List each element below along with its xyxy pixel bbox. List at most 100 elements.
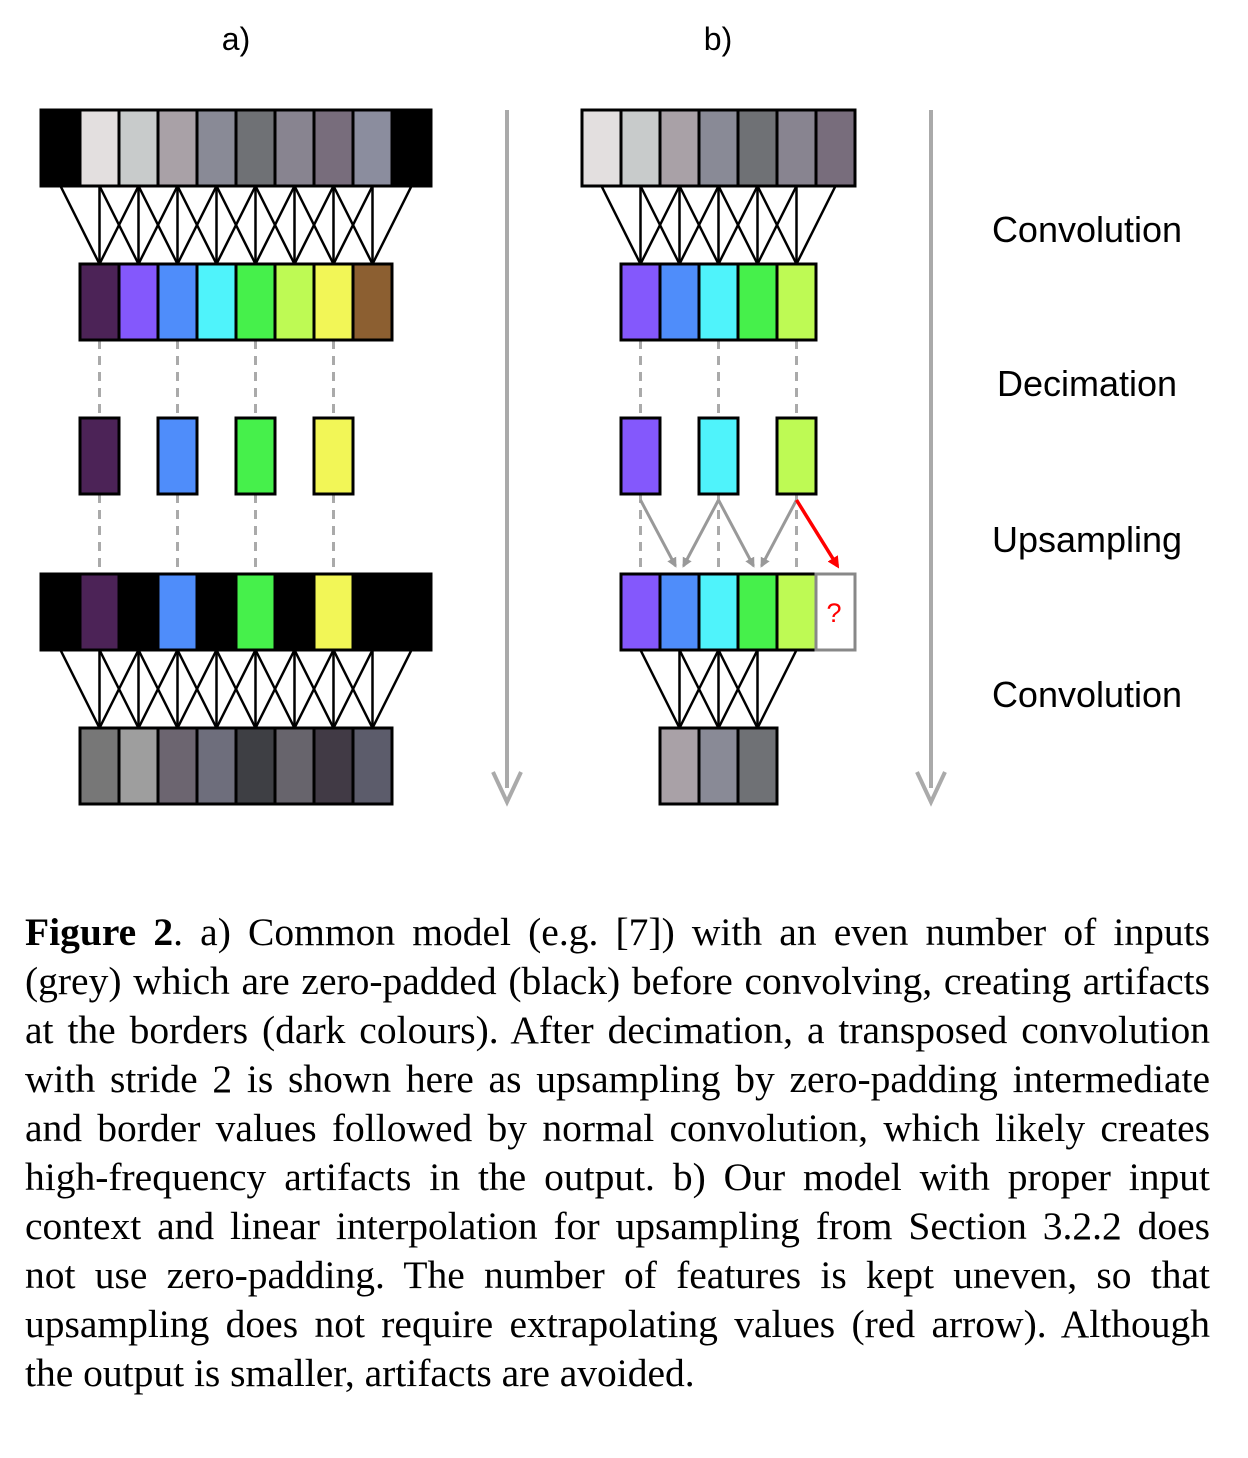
conv-connection xyxy=(756,185,798,265)
conv-connection xyxy=(293,649,335,729)
panel-b-input-row-cell xyxy=(736,108,779,188)
stage-label-convolution-2: Convolution xyxy=(992,674,1182,715)
panel-a-output-row xyxy=(78,726,394,806)
conv-connection xyxy=(332,185,374,265)
panel-a-upsampled-row xyxy=(39,572,433,652)
panel-a-upsampled-row-cell xyxy=(78,572,121,652)
panel-a-upsampled-row-cell xyxy=(39,572,82,652)
panel-a-upsampled-row-cell xyxy=(234,572,277,652)
panel-b-decimated-row-cell xyxy=(697,416,740,496)
conv-connection xyxy=(215,185,257,265)
panel-a-conv1-row-cell xyxy=(273,262,316,342)
flow-arrow-b-head xyxy=(915,771,947,807)
panel-a-output-row-cell xyxy=(312,726,355,806)
panel-a-decimated-row-cell xyxy=(78,416,121,496)
panel-a-conv1-row-cell xyxy=(312,262,355,342)
panel-a-output-row-cell xyxy=(195,726,238,806)
panel-a-upsampled-row-cell xyxy=(273,572,316,652)
panel-a-output-row-cell xyxy=(351,726,394,806)
conv-connection xyxy=(678,649,720,729)
panel-a-input-row-cell xyxy=(156,108,199,188)
flow-arrow-a-head xyxy=(491,771,523,807)
panel-a-output-row-cell xyxy=(156,726,199,806)
panel-a-output-row-cell xyxy=(117,726,160,806)
conv-connection xyxy=(137,185,179,265)
figure-caption: Figure 2. a) Common model (e.g. [7]) wit… xyxy=(25,908,1210,1398)
panel-b-input-row-cell xyxy=(658,108,701,188)
panel-a-upsampled-row-cell xyxy=(312,572,355,652)
extrapolation-arrow xyxy=(795,499,840,569)
panel-b-upsampled-row xyxy=(619,572,857,652)
panel-b-conv1-row-cell xyxy=(697,262,740,342)
panel-a-upsampled-row-cell xyxy=(156,572,199,652)
conv-connection xyxy=(756,649,798,729)
conv-connection xyxy=(59,185,101,265)
conv-connection xyxy=(215,649,257,729)
panel-a-input-row-cell xyxy=(195,108,238,188)
panel-a-output-row-cell xyxy=(78,726,121,806)
panel-b-conv1-row-cell xyxy=(619,262,662,342)
panel-b-output-row xyxy=(658,726,779,806)
panel-b-upsampled-row-cell xyxy=(697,572,740,652)
panel-a-output-row-cell xyxy=(234,726,277,806)
panel-b-decimated-row xyxy=(619,416,818,496)
panel-b-output-row-cell xyxy=(658,726,701,806)
panel-a-upsampled-row-cell xyxy=(117,572,160,652)
panel-b-upsampled-row-cell xyxy=(814,572,857,652)
interpolation-arrow xyxy=(760,499,798,568)
panel-a-input-row-cell xyxy=(39,108,82,188)
panel-b-input-row-cell xyxy=(775,108,818,188)
panel-a-decimated-row-cell xyxy=(234,416,277,496)
panel-b-output-row-cell xyxy=(736,726,779,806)
panel-a-decimated-row-cell xyxy=(312,416,355,496)
conv-connection xyxy=(176,649,218,729)
conv-connection xyxy=(717,185,759,265)
panel-b-conv1-row xyxy=(619,262,818,342)
panel-a-upsampled-row-cell xyxy=(390,572,433,652)
panel-a-upsampled-row-cell xyxy=(351,572,394,652)
panel-b-input-row xyxy=(580,108,857,188)
caption-text: . a) Common model (e.g. [7]) with an eve… xyxy=(25,910,1210,1395)
panel-b-output-row-cell xyxy=(697,726,740,806)
conv-connection xyxy=(371,185,413,265)
panel-a-conv1-row xyxy=(78,262,394,342)
panel-a-conv1-row-cell xyxy=(351,262,394,342)
connection-lines xyxy=(59,185,840,729)
panel-a-input-row-cell xyxy=(390,108,433,188)
panel-a-decimated-row-cell xyxy=(156,416,199,496)
panel-a-conv1-row-cell xyxy=(156,262,199,342)
interpolation-arrow xyxy=(717,499,755,568)
panel-a-conv1-row-cell xyxy=(234,262,277,342)
interpolation-arrow xyxy=(639,499,677,568)
conv-connection xyxy=(678,185,720,265)
panel-b-upsampled-row-cell xyxy=(775,572,818,652)
conv-connection xyxy=(137,649,179,729)
panel-a-input-row-cell xyxy=(273,108,316,188)
panel-a-conv1-row-cell xyxy=(195,262,238,342)
feature-cells xyxy=(39,108,857,806)
panel-a-conv1-row-cell xyxy=(78,262,121,342)
panel-b-conv1-row-cell xyxy=(658,262,701,342)
conv-connection xyxy=(332,649,374,729)
figure-diagram: a) b) Convolution Decimation Upsampling … xyxy=(39,21,1182,807)
stage-label-decimation: Decimation xyxy=(997,363,1177,404)
panel-b-upsampled-row-cell xyxy=(658,572,701,652)
conv-connection xyxy=(639,185,681,265)
conv-connection xyxy=(293,185,335,265)
panel-a-decimated-row xyxy=(78,416,355,496)
conv-connection xyxy=(176,185,218,265)
panel-a-output-row-cell xyxy=(273,726,316,806)
caption-label: Figure 2 xyxy=(25,910,174,954)
panel-b-input-row-cell xyxy=(619,108,662,188)
panel-a-input-row-cell xyxy=(117,108,160,188)
panel-a-input-row-cell xyxy=(78,108,121,188)
conv-connection xyxy=(717,649,759,729)
conv-connection xyxy=(59,649,101,729)
panel-b-upsampled-row-cell xyxy=(619,572,662,652)
conv-connection xyxy=(600,185,642,265)
panel-b-label: b) xyxy=(704,21,732,57)
conv-connection xyxy=(98,649,140,729)
panel-a-upsampled-row-cell xyxy=(195,572,238,652)
panel-b-conv1-row-cell xyxy=(736,262,779,342)
conv-connection xyxy=(639,649,681,729)
